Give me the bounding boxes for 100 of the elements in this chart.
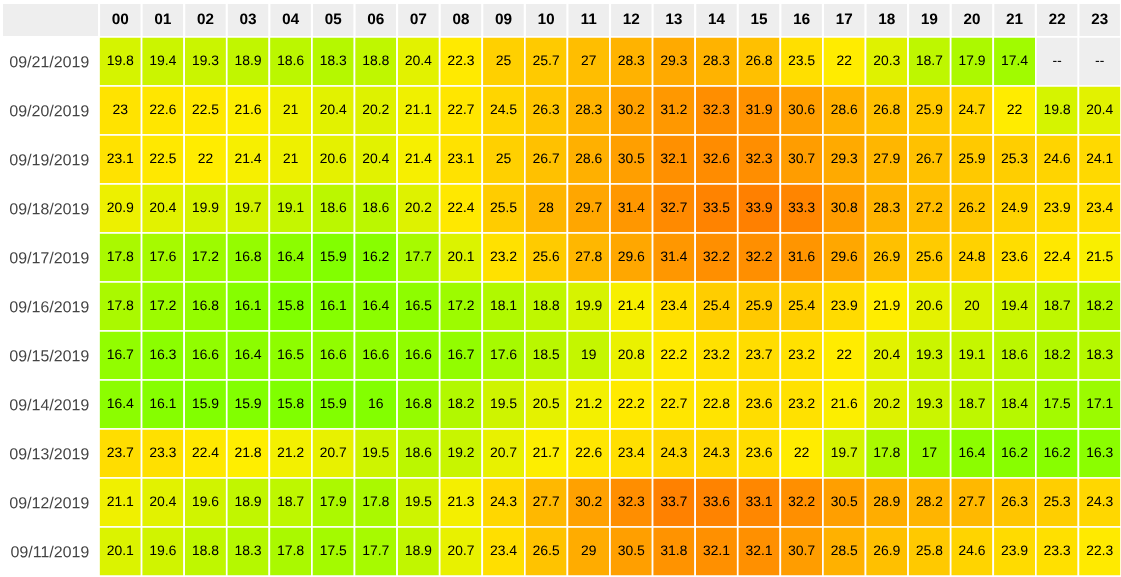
data-label: 20.7: [320, 447, 347, 458]
data-label: 19.1: [278, 202, 304, 213]
data-label: 25.4: [788, 300, 815, 311]
data-label: 17.1: [1087, 398, 1113, 409]
data-label: 21.4: [618, 300, 645, 311]
data-label: 32.2: [703, 251, 730, 262]
data-label: 18.8: [533, 300, 560, 311]
data-label: 22.2: [618, 398, 645, 409]
data-label: 18.3: [320, 55, 347, 66]
data-label: 17.9: [959, 55, 985, 66]
data-label: 19.8: [1044, 104, 1071, 115]
data-label: 16.5: [405, 300, 432, 311]
data-label: 18.8: [193, 545, 219, 556]
data-label: 20.5: [533, 398, 560, 409]
data-label: 25.6: [916, 251, 943, 262]
data-label: 31.8: [660, 545, 687, 556]
data-label: 15.9: [320, 251, 347, 262]
data-label: 22: [837, 349, 852, 360]
data-label: 19.7: [235, 202, 261, 213]
data-label: 15.9: [193, 398, 219, 409]
data-label: 19.4: [1002, 300, 1028, 311]
data-label: 25.8: [916, 545, 943, 556]
data-label: 18.2: [1087, 300, 1113, 311]
data-label: 17.4: [1002, 55, 1028, 66]
data-label: 18.7: [1044, 300, 1070, 311]
data-label: 16.8: [405, 398, 432, 409]
data-label: 21.1: [107, 496, 134, 507]
data-label: 29: [581, 545, 596, 556]
data-label: 15.8: [278, 300, 304, 311]
data-label: 33.9: [746, 202, 772, 213]
data-label: 18.4: [1002, 398, 1028, 409]
data-label: 20.4: [1086, 104, 1113, 115]
data-label: 22.3: [1086, 545, 1113, 556]
data-label: 20.7: [490, 447, 517, 458]
data-label: 26.2: [959, 202, 985, 213]
data-label: 16.4: [278, 251, 304, 262]
data-label: 32.3: [703, 104, 730, 115]
text: --: [1095, 60, 1104, 62]
data-label: 20.4: [320, 104, 347, 115]
text: --: [1053, 60, 1062, 62]
x-tick-label: 07: [410, 13, 427, 25]
data-label: 22: [1007, 104, 1022, 115]
data-label: 15.9: [235, 398, 261, 409]
data-label: 19.4: [150, 55, 176, 66]
data-label: 31.4: [618, 202, 645, 213]
data-label: 32.1: [703, 545, 730, 556]
data-label: 20.9: [107, 202, 134, 213]
data-label: 23.2: [788, 349, 815, 360]
data-label: 18.8: [363, 55, 389, 66]
x-tick-label: 01: [154, 13, 171, 25]
data-label: 26.8: [873, 104, 900, 115]
data-label: 20.2: [873, 398, 900, 409]
data-label: 32.7: [660, 202, 687, 213]
data-label: 30.7: [788, 153, 815, 164]
data-label: 23.7: [746, 349, 772, 360]
data-label: 17.5: [320, 545, 347, 556]
y-tick-label: 09/11/2019: [11, 545, 89, 558]
data-label: 16.1: [320, 300, 347, 311]
data-label: 16.4: [235, 349, 262, 360]
data-label: 19.9: [576, 300, 602, 311]
data-label: 18.6: [320, 202, 347, 213]
data-label: 30.2: [618, 104, 645, 115]
x-tick-label: 13: [666, 13, 682, 25]
data-label: 17.9: [320, 496, 347, 507]
x-tick-label: 21: [1006, 13, 1023, 25]
data-label: 33.7: [660, 496, 687, 507]
data-label: 18.2: [448, 398, 474, 409]
data-label: 23.4: [1086, 202, 1113, 213]
data-label: 23.2: [703, 349, 730, 360]
x-tick-label: 05: [325, 13, 342, 25]
data-label: 24.1: [1086, 153, 1113, 164]
data-label: 19.8: [107, 55, 134, 66]
data-label: 32.2: [788, 496, 815, 507]
data-label: 21.6: [831, 398, 858, 409]
data-label: 19.6: [150, 545, 176, 556]
y-tick-label: 09/13/2019: [9, 447, 89, 460]
data-label: 22.6: [575, 447, 602, 458]
data-label: 17.5: [1044, 398, 1071, 409]
data-label: 16.8: [235, 251, 261, 262]
data-label: 26.7: [533, 153, 559, 164]
data-label: 16.3: [1087, 447, 1113, 458]
x-tick-label: 06: [367, 13, 384, 25]
x-tick-label: 03: [240, 13, 256, 25]
data-label: 18.3: [235, 545, 261, 556]
data-label: 23.4: [618, 447, 645, 458]
data-label: 18.1: [491, 300, 517, 311]
data-label: 20.7: [448, 545, 474, 556]
data-label: 26.9: [873, 251, 900, 262]
data-label: 19.3: [916, 398, 943, 409]
data-label: 16.3: [150, 349, 176, 360]
data-label: 20.3: [873, 55, 900, 66]
data-label: 30.2: [575, 496, 602, 507]
data-label: 18.7: [278, 496, 304, 507]
data-label: 21.2: [575, 398, 602, 409]
data-label: 16.1: [235, 300, 261, 311]
data-label: 17: [922, 447, 937, 458]
data-label: 17.2: [150, 300, 176, 311]
data-label: 18.2: [1044, 349, 1070, 360]
data-label: 19.6: [193, 496, 219, 507]
data-label: 28.3: [873, 202, 900, 213]
